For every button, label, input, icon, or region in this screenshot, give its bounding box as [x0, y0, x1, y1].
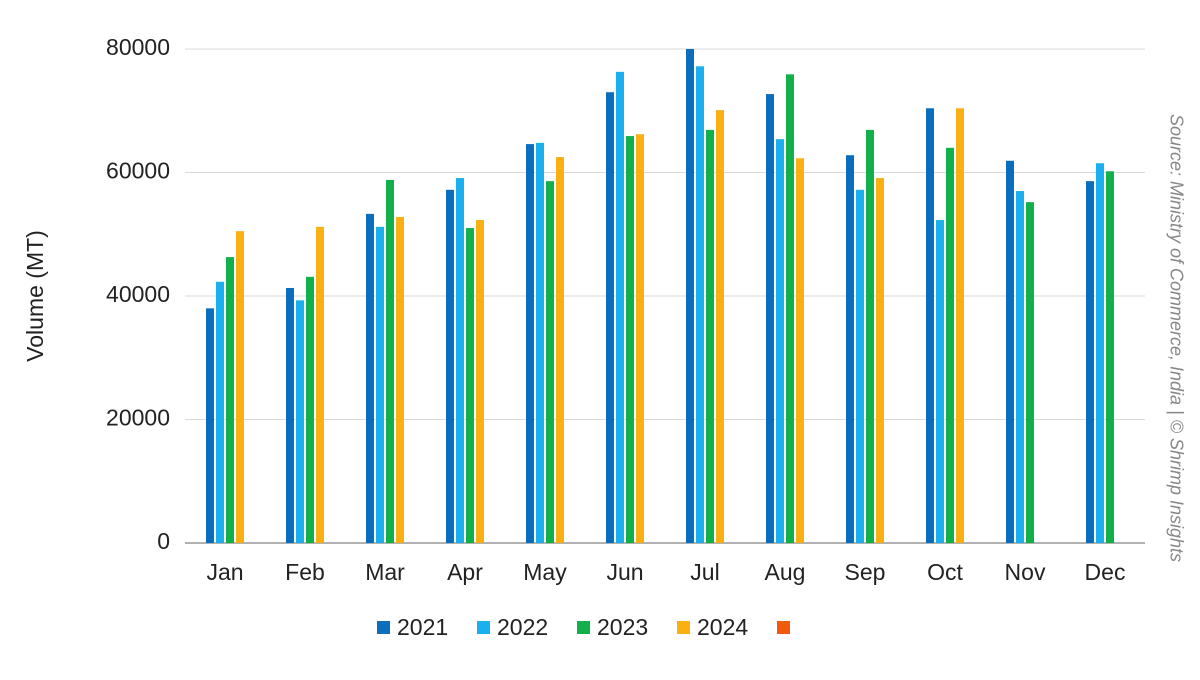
x-tick-label: Jun — [606, 559, 643, 585]
bar — [856, 189, 864, 544]
y-tick-label: 80000 — [106, 34, 170, 60]
x-tick-label: May — [523, 559, 567, 585]
bar — [866, 129, 874, 543]
bar — [526, 144, 534, 543]
bar — [536, 142, 544, 544]
x-tick-label: Feb — [285, 559, 325, 585]
bar — [636, 134, 644, 543]
bar — [1096, 163, 1104, 544]
legend-swatch — [577, 621, 590, 634]
bar — [456, 178, 464, 543]
bar — [306, 276, 314, 543]
x-tick-label: Nov — [1005, 559, 1046, 585]
x-tick-label: Dec — [1085, 559, 1126, 585]
legend-swatch — [677, 621, 690, 634]
legend-label: 2023 — [597, 614, 648, 640]
y-axis-label: Volume (MT) — [22, 230, 48, 362]
x-tick-label: Oct — [927, 559, 963, 585]
bar — [316, 226, 324, 543]
bar — [366, 213, 374, 543]
legend-label: 2024 — [697, 614, 748, 640]
bar — [386, 179, 394, 543]
legend-swatch — [377, 621, 390, 634]
y-tick-label: 60000 — [106, 158, 170, 184]
x-tick-label: Sep — [845, 559, 886, 585]
x-tick-label: Jul — [690, 559, 719, 585]
bar — [1086, 181, 1094, 543]
bar — [1016, 191, 1024, 543]
bar — [776, 139, 784, 543]
bar — [696, 66, 704, 543]
bar — [686, 49, 694, 543]
legend-label: 2022 — [497, 614, 548, 640]
bar — [376, 226, 384, 543]
legend-swatch — [477, 621, 490, 634]
bar — [956, 108, 964, 543]
bar — [556, 157, 564, 543]
bar — [606, 92, 614, 543]
x-tick-label: Mar — [365, 559, 405, 585]
bar — [546, 181, 554, 543]
bar — [1026, 202, 1034, 543]
bar — [236, 231, 244, 543]
source-note: Source: Ministry of Commerce, India | © … — [1166, 114, 1186, 562]
x-tick-label: Aug — [765, 559, 806, 585]
legend-label: 2021 — [397, 614, 448, 640]
bar — [626, 136, 634, 543]
x-tick-label: Jan — [206, 559, 243, 585]
bar — [396, 216, 404, 543]
bar — [876, 178, 884, 543]
bar — [476, 220, 484, 544]
bar — [846, 155, 854, 543]
bar — [296, 300, 304, 543]
bar — [206, 308, 214, 543]
y-tick-label: 0 — [157, 528, 170, 554]
bar — [786, 74, 794, 543]
bar — [286, 287, 294, 543]
bar — [706, 129, 714, 543]
y-tick-label: 20000 — [106, 405, 170, 431]
bar — [946, 147, 954, 544]
bar — [226, 257, 234, 543]
legend-swatch — [777, 621, 790, 634]
y-tick-label: 40000 — [106, 281, 170, 307]
x-tick-label: Apr — [447, 559, 483, 585]
bar — [766, 94, 774, 543]
bar — [926, 108, 934, 543]
bar — [1006, 160, 1014, 543]
bar — [1106, 171, 1114, 543]
bar — [936, 220, 944, 544]
bar — [796, 158, 804, 544]
bar — [446, 189, 454, 544]
bar — [616, 71, 624, 543]
bar — [466, 228, 474, 543]
bar — [216, 281, 224, 543]
bar — [716, 110, 724, 543]
